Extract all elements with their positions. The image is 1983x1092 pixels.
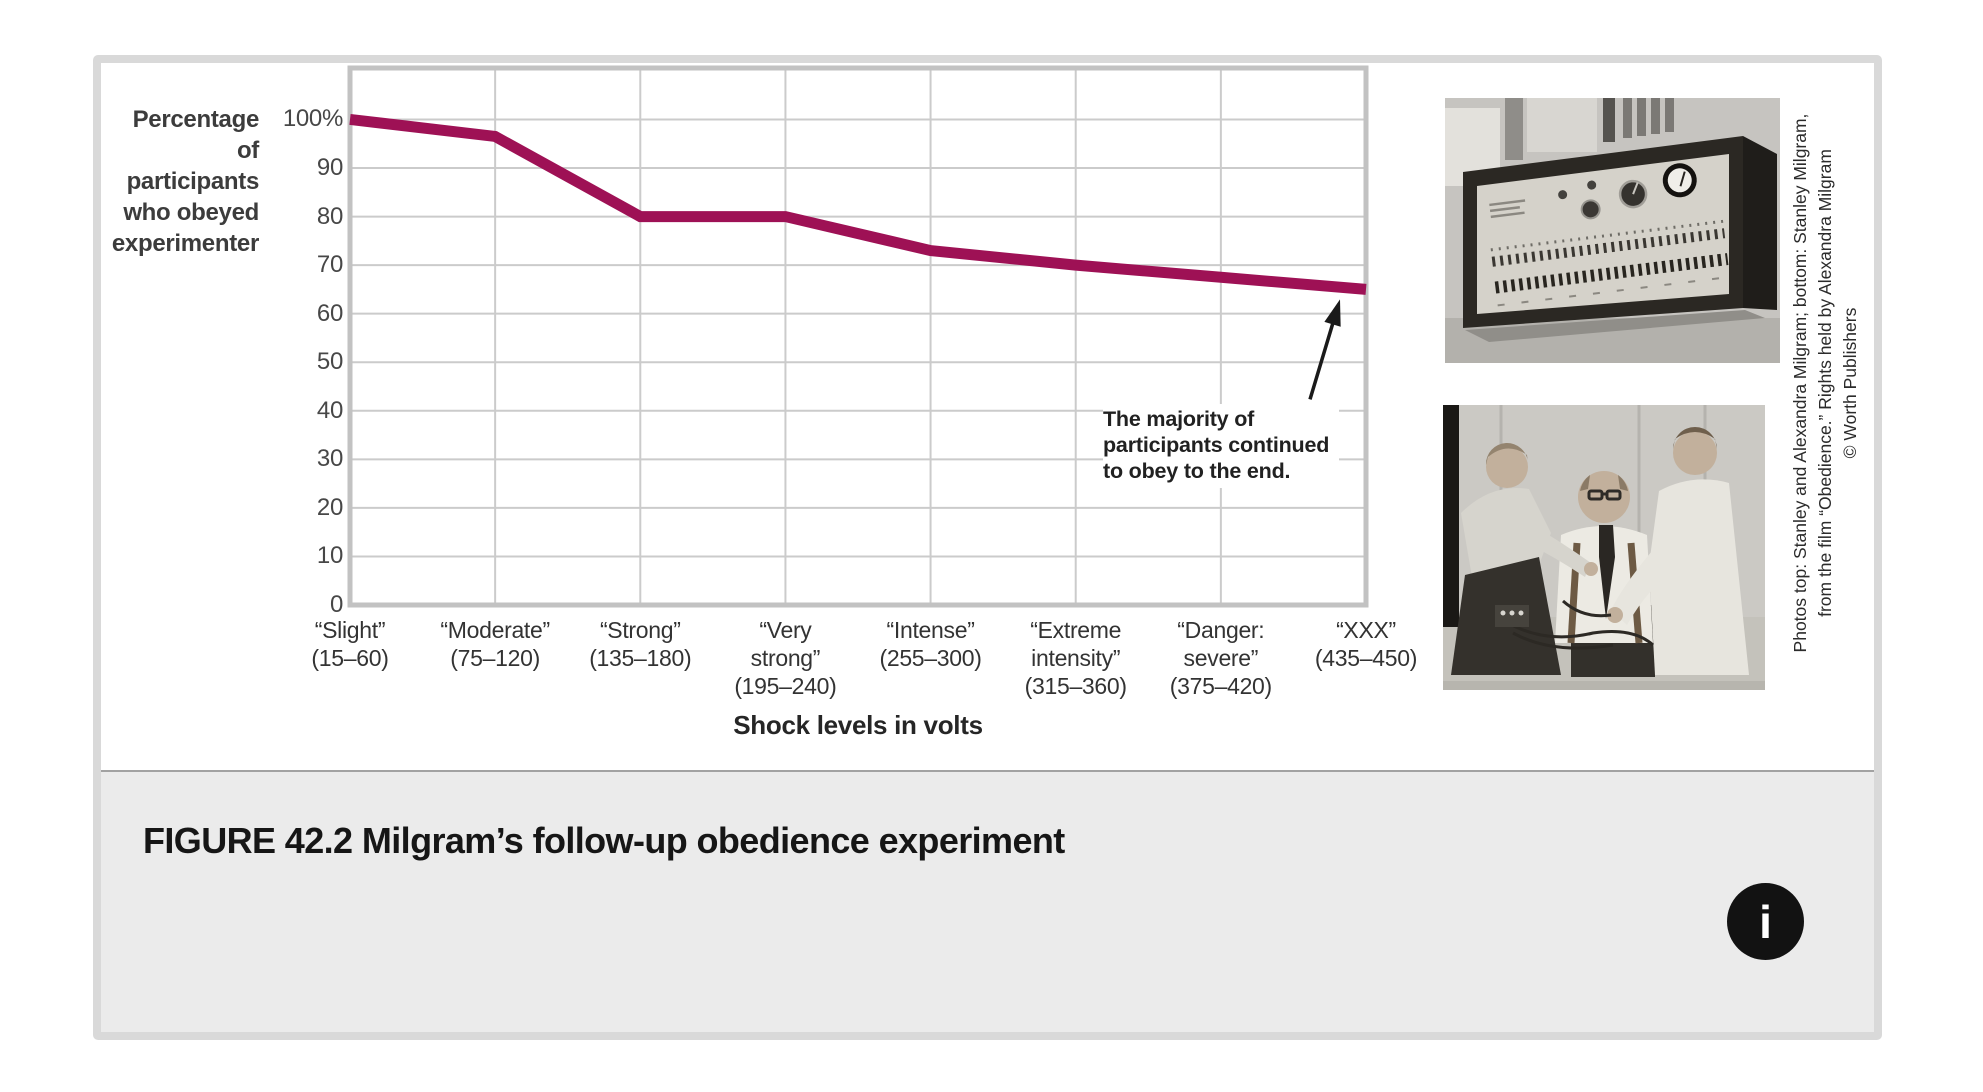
figure-card: Percentage of participants who obeyed ex… — [93, 55, 1882, 1040]
annotation-arrow-shaft — [1308, 318, 1336, 400]
photo-credit-line: Photos top: Stanley and Alexandra Milgra… — [1790, 113, 1810, 653]
caption-bar: FIGURE 42.2 Milgram’s follow-up obedienc… — [101, 770, 1874, 1032]
obedience-line-chart — [347, 65, 1369, 608]
info-button[interactable]: i — [1727, 883, 1804, 960]
y-axis-title-line: of participants — [126, 137, 260, 195]
y-axis-title: Percentage of participants who obeyed ex… — [101, 104, 259, 259]
figure-panel: Percentage of participants who obeyed ex… — [101, 63, 1874, 770]
figure-caption: FIGURE 42.2 Milgram’s follow-up obedienc… — [143, 820, 1065, 861]
annotation-arrowhead — [1324, 299, 1341, 327]
photo-credit-line: from the film “Obedience.” Rights held b… — [1815, 149, 1835, 617]
y-axis-title-line: experimenter — [111, 230, 259, 257]
shock-generator-photo — [1445, 98, 1780, 363]
plot-border — [347, 65, 1369, 608]
info-icon: i — [1759, 895, 1772, 948]
photo-credit-line: © Worth Publishers — [1840, 307, 1860, 459]
obedience-film-photo — [1443, 405, 1765, 690]
chart-annotation: The majority of participants continued t… — [1103, 404, 1340, 488]
obedience-data-line — [349, 114, 1367, 295]
y-axis-title-line: Percentage — [132, 106, 260, 133]
x-axis-title: Shock levels in volts — [733, 710, 983, 740]
photo-credit: Photos top: Stanley and Alexandra Milgra… — [1788, 63, 1868, 713]
y-axis-title-line: who obeyed — [123, 199, 259, 226]
